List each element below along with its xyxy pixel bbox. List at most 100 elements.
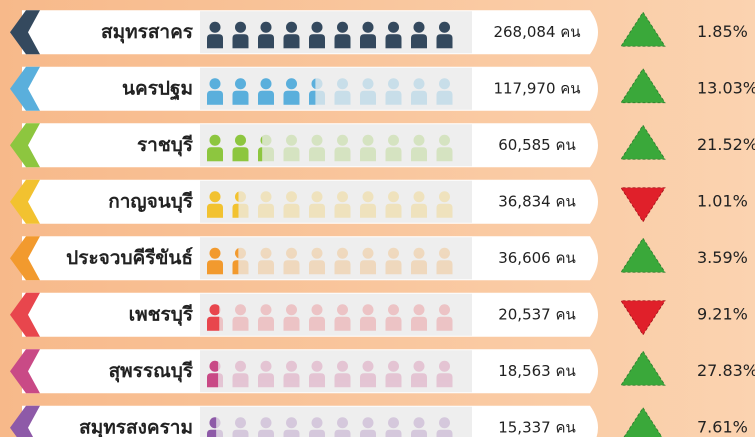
icon-head <box>286 191 297 202</box>
icon-head <box>414 361 425 372</box>
icon-head <box>261 191 272 202</box>
icon-body <box>258 204 274 218</box>
icon-body <box>207 34 223 48</box>
icon-body <box>386 34 402 48</box>
change-label: 1.85% <box>697 22 748 41</box>
icon-head <box>261 22 272 33</box>
icon-head <box>337 22 348 33</box>
icon-head <box>210 22 221 33</box>
icon-head <box>235 22 246 33</box>
icon-head <box>312 22 323 33</box>
population-label: 36,834 คน <box>498 192 576 210</box>
icon-head <box>363 417 374 428</box>
change-label: 9.21% <box>697 304 748 323</box>
population-label: 18,563 คน <box>498 362 576 380</box>
population-label: 36,606 คน <box>498 249 576 267</box>
province-name: นครปฐม <box>122 77 193 101</box>
icon-head <box>337 304 348 315</box>
icon-body <box>360 34 376 48</box>
icon-head <box>439 135 450 146</box>
icon-head <box>388 135 399 146</box>
icon-head <box>388 78 399 89</box>
icon-head <box>439 304 450 315</box>
icon-body <box>411 91 427 105</box>
icon-body <box>309 147 325 161</box>
icon-body <box>284 430 300 437</box>
change-label: 7.61% <box>697 417 748 436</box>
change-label: 13.03% <box>697 78 755 97</box>
icon-head <box>210 248 221 259</box>
change-label: 3.59% <box>697 248 748 267</box>
icon-head <box>414 135 425 146</box>
icon-body <box>437 260 453 274</box>
icon-head <box>414 417 425 428</box>
icon-head <box>261 361 272 372</box>
icon-body <box>258 91 274 105</box>
icon-body <box>386 317 402 331</box>
icon-body <box>386 430 402 437</box>
icon-body <box>386 373 402 387</box>
icon-body <box>386 147 402 161</box>
icon-body <box>258 260 274 274</box>
icon-body <box>360 373 376 387</box>
icon-body <box>360 430 376 437</box>
icon-head <box>235 361 246 372</box>
icon-body <box>309 260 325 274</box>
icon-body <box>335 260 351 274</box>
icon-head <box>286 304 297 315</box>
province-name: เพชรบุรี <box>129 303 194 326</box>
icon-body <box>284 91 300 105</box>
icon-body <box>437 147 453 161</box>
icon-head <box>337 78 348 89</box>
icon-head <box>388 417 399 428</box>
icon-body <box>233 147 249 161</box>
icon-head <box>312 304 323 315</box>
icon-body <box>258 430 274 437</box>
icon-head <box>286 248 297 259</box>
icon-head <box>210 304 221 315</box>
icon-body <box>284 260 300 274</box>
icon-body <box>360 317 376 331</box>
population-label: 15,337 คน <box>498 418 576 436</box>
icon-body <box>335 317 351 331</box>
icon-head <box>388 191 399 202</box>
icon-body <box>437 34 453 48</box>
change-label: 21.52% <box>697 135 755 154</box>
icon-head <box>210 78 221 89</box>
chart: สมุทรสาคร268,084 คน1.85%นครปฐม117,970 คน… <box>0 0 755 437</box>
icon-head <box>337 361 348 372</box>
icon-body <box>258 34 274 48</box>
icon-head <box>414 191 425 202</box>
icon-head <box>388 248 399 259</box>
icon-body <box>309 430 325 437</box>
icon-body <box>335 34 351 48</box>
icon-body <box>284 317 300 331</box>
icon-body <box>437 430 453 437</box>
icon-body <box>233 317 249 331</box>
icon-head <box>337 135 348 146</box>
icon-head <box>414 304 425 315</box>
icon-body <box>207 204 223 218</box>
icon-body <box>258 317 274 331</box>
icon-body <box>258 373 274 387</box>
icon-body <box>207 260 223 274</box>
change-label: 27.83% <box>697 361 755 380</box>
icon-body <box>386 260 402 274</box>
icon-body <box>207 147 223 161</box>
icon-head <box>363 361 374 372</box>
icon-body <box>437 91 453 105</box>
icon-head <box>261 78 272 89</box>
icon-head <box>363 191 374 202</box>
icon-body <box>233 430 249 437</box>
icon-head <box>414 78 425 89</box>
icon-head <box>312 248 323 259</box>
icon-body <box>386 204 402 218</box>
population-label: 268,084 คน <box>493 23 580 41</box>
icon-head <box>414 22 425 33</box>
icon-body <box>360 91 376 105</box>
icon-head <box>388 304 399 315</box>
icon-head <box>286 22 297 33</box>
icon-head <box>286 417 297 428</box>
icon-body <box>411 430 427 437</box>
province-name: สมุทรสาคร <box>101 21 194 44</box>
